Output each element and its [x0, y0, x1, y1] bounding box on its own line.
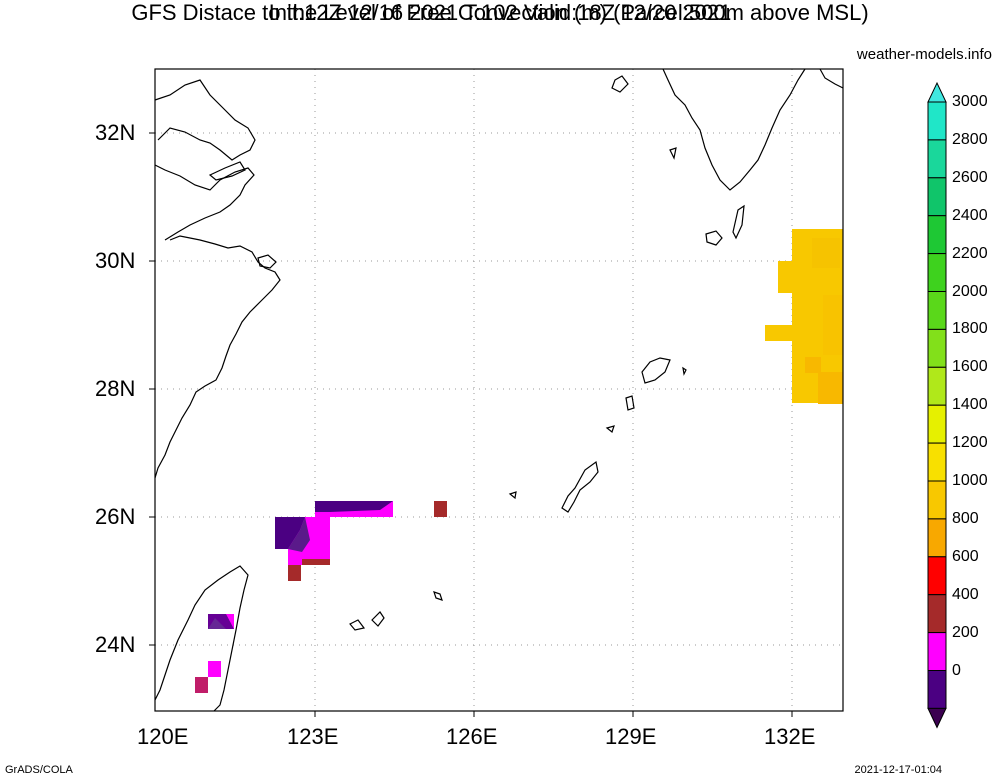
- footer-credit: GrADS/COLA: [5, 764, 73, 776]
- colorbar-swatch: [927, 518, 947, 558]
- colorbar-label: 1200: [952, 434, 988, 452]
- colorbar-label: 1000: [952, 472, 988, 489]
- y-tick-label: 30N: [95, 248, 136, 273]
- x-tick-label: 132E: [764, 724, 816, 749]
- y-tick-label: 24N: [95, 632, 136, 657]
- colorbar-label: 400: [952, 585, 979, 603]
- coast-goto: [611, 75, 629, 93]
- coast-tokara: [682, 366, 687, 376]
- y-tick-label: 26N: [95, 504, 136, 529]
- colorbar: [927, 81, 947, 729]
- colorbar-swatch: [927, 253, 947, 293]
- coast-miyako: [433, 591, 443, 601]
- colorbar-swatch: [927, 215, 947, 255]
- colorbar-label: 600: [952, 547, 979, 565]
- coast-tanegashima: [732, 204, 745, 240]
- coast-koshiki: [669, 147, 677, 160]
- lfc-area-southwest: [195, 501, 447, 693]
- lfc-area-northeast: [765, 229, 843, 404]
- y-tick-label: 32N: [95, 120, 136, 145]
- colorbar-swatch: [927, 291, 947, 330]
- coast-japan-east: [819, 68, 844, 89]
- colorbar-label: 0: [952, 661, 961, 679]
- coast-hangzhou: [154, 235, 281, 479]
- colorbar-label: 2400: [952, 206, 988, 224]
- footer-timestamp: 2021-12-17-01:04: [854, 764, 942, 776]
- coast-amami: [641, 357, 671, 384]
- colorbar-label: 800: [952, 509, 979, 527]
- x-tick-label: 120E: [137, 724, 189, 749]
- coast-kume: [508, 491, 517, 500]
- coast-ishigaki: [349, 619, 366, 631]
- colorbar-label: 2600: [952, 168, 988, 186]
- plot-frame: [154, 68, 844, 712]
- coast-okinawa: [561, 460, 599, 513]
- title-line-2: Init:12Z 12/16 2021 T:102 Valid:18Z 12/2…: [268, 0, 732, 25]
- y-tick-label: 28N: [95, 376, 136, 401]
- colorbar-swatch: [927, 480, 947, 520]
- lfc-field: [195, 229, 843, 693]
- coast-iriomote: [371, 611, 385, 627]
- colorbar-swatch: [927, 177, 947, 217]
- coast-japan-kyushu: [662, 68, 806, 191]
- tick-marks: [149, 132, 793, 717]
- colorbar-swatch: [927, 139, 947, 179]
- colorbar-label: 1600: [952, 358, 988, 376]
- colorbar-label: 2800: [952, 130, 988, 148]
- colorbar-swatch: [927, 670, 947, 709]
- coast-tokunoshima: [625, 395, 635, 411]
- coast-yangtze: [154, 164, 255, 241]
- coast-okinoerabu: [605, 425, 615, 434]
- colorbar-label: 200: [952, 623, 979, 641]
- coast-china-north: [154, 79, 256, 161]
- x-tick-label: 129E: [605, 724, 657, 749]
- colorbar-label: 2200: [952, 244, 988, 262]
- coast-yakushima: [705, 230, 723, 246]
- x-tick-label: 123E: [287, 724, 339, 749]
- coastlines: [154, 68, 844, 712]
- colorbar-label: 3000: [952, 93, 988, 110]
- colorbar-label: 1800: [952, 320, 988, 338]
- x-tick-label: 126E: [446, 724, 498, 749]
- colorbar-label: 2000: [952, 282, 988, 300]
- colorbar-swatch: [927, 366, 947, 406]
- coast-islands-1: [208, 161, 246, 181]
- colorbar-label: 1400: [952, 396, 988, 414]
- colorbar-swatch: [927, 328, 947, 368]
- colorbar-bottom-arrow: [927, 707, 947, 729]
- coast-zhoushan: [257, 254, 277, 269]
- coast-taiwan: [154, 565, 249, 712]
- site-label: weather-models.info: [856, 46, 992, 63]
- colorbar-swatch: [927, 594, 947, 634]
- colorbar-swatch: [927, 101, 947, 141]
- colorbar-swatch: [927, 442, 947, 482]
- colorbar-swatch: [927, 556, 947, 596]
- title-line-1: GFS Distace to the Level of Free Convect…: [131, 0, 869, 25]
- colorbar-top-arrow: [927, 81, 947, 103]
- colorbar-swatch: [927, 404, 947, 444]
- plot-area: [155, 69, 843, 711]
- grid-lines: [155, 69, 843, 711]
- colorbar-swatch: [927, 632, 947, 671]
